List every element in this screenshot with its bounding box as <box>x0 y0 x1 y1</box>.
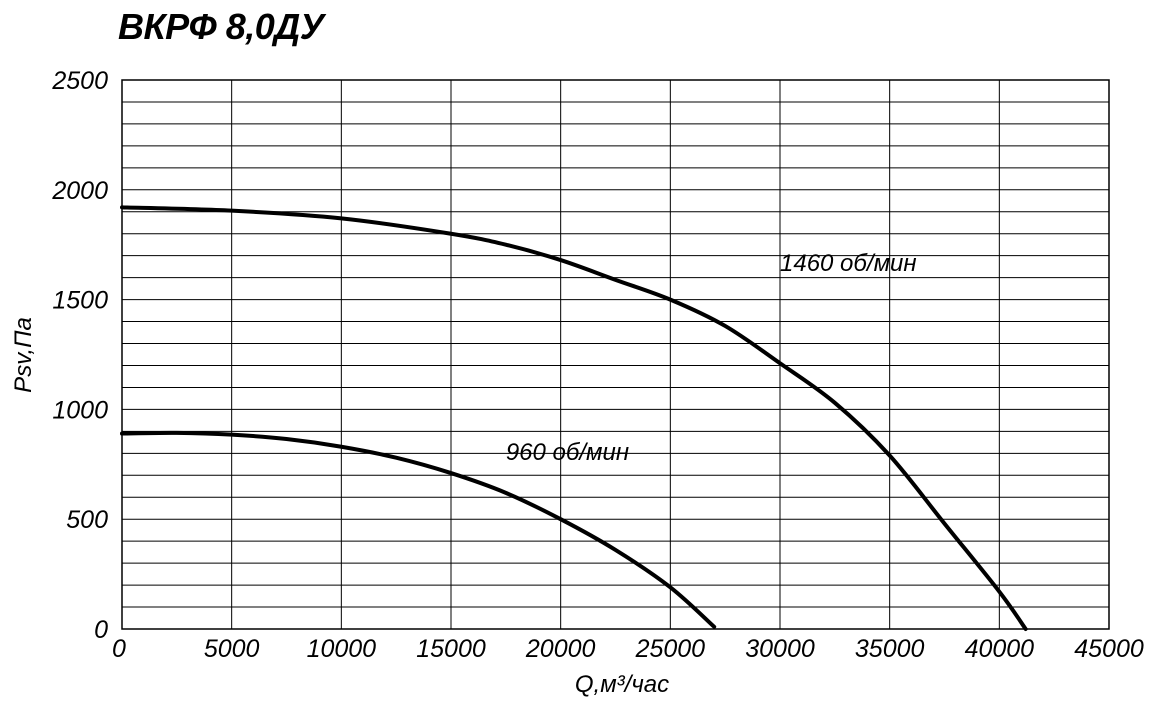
x-axis-ticks: 0 5000 10000 15000 20000 25000 30000 35000 40000… <box>112 635 1144 663</box>
x-tick-label: 20000 <box>525 635 596 663</box>
x-tick-label: 45000 <box>1074 635 1144 663</box>
x-tick-label: 35000 <box>855 635 925 663</box>
y-tick-label: 1500 <box>52 287 108 315</box>
y-axis-label: Psv,Па <box>10 317 37 393</box>
y-tick-label: 1000 <box>52 396 108 424</box>
plot-border <box>121 79 1110 630</box>
x-tick-label: 30000 <box>745 635 815 663</box>
x-axis-label: Q,м³/час <box>575 671 669 698</box>
y-tick-label: 0 <box>94 616 108 644</box>
series-label-1460: 1460 об/мин <box>780 250 917 277</box>
plot-frame <box>121 79 1110 630</box>
series-label-960: 960 об/мин <box>506 439 629 466</box>
y-tick-label: 500 <box>66 506 108 534</box>
x-tick-label: 10000 <box>307 635 377 663</box>
x-tick-label: 25000 <box>635 635 706 663</box>
y-axis-ticks: 0 500 1000 1500 2000 2500 <box>51 67 108 644</box>
y-tick-label: 2000 <box>51 177 108 205</box>
x-tick-label: 40000 <box>965 635 1035 663</box>
series-line-960 <box>120 430 717 629</box>
x-tick-label: 0 <box>112 635 126 663</box>
chart-title: ВКРФ 8,0ДУ <box>118 6 324 47</box>
series-lines <box>120 205 1028 631</box>
x-tick-label: 5000 <box>204 635 260 663</box>
y-tick-label: 2500 <box>51 67 108 95</box>
x-tick-label: 15000 <box>416 635 486 663</box>
series-labels: 1460 об/мин 960 об/мин <box>506 250 917 466</box>
series-line-1460 <box>120 205 1028 631</box>
